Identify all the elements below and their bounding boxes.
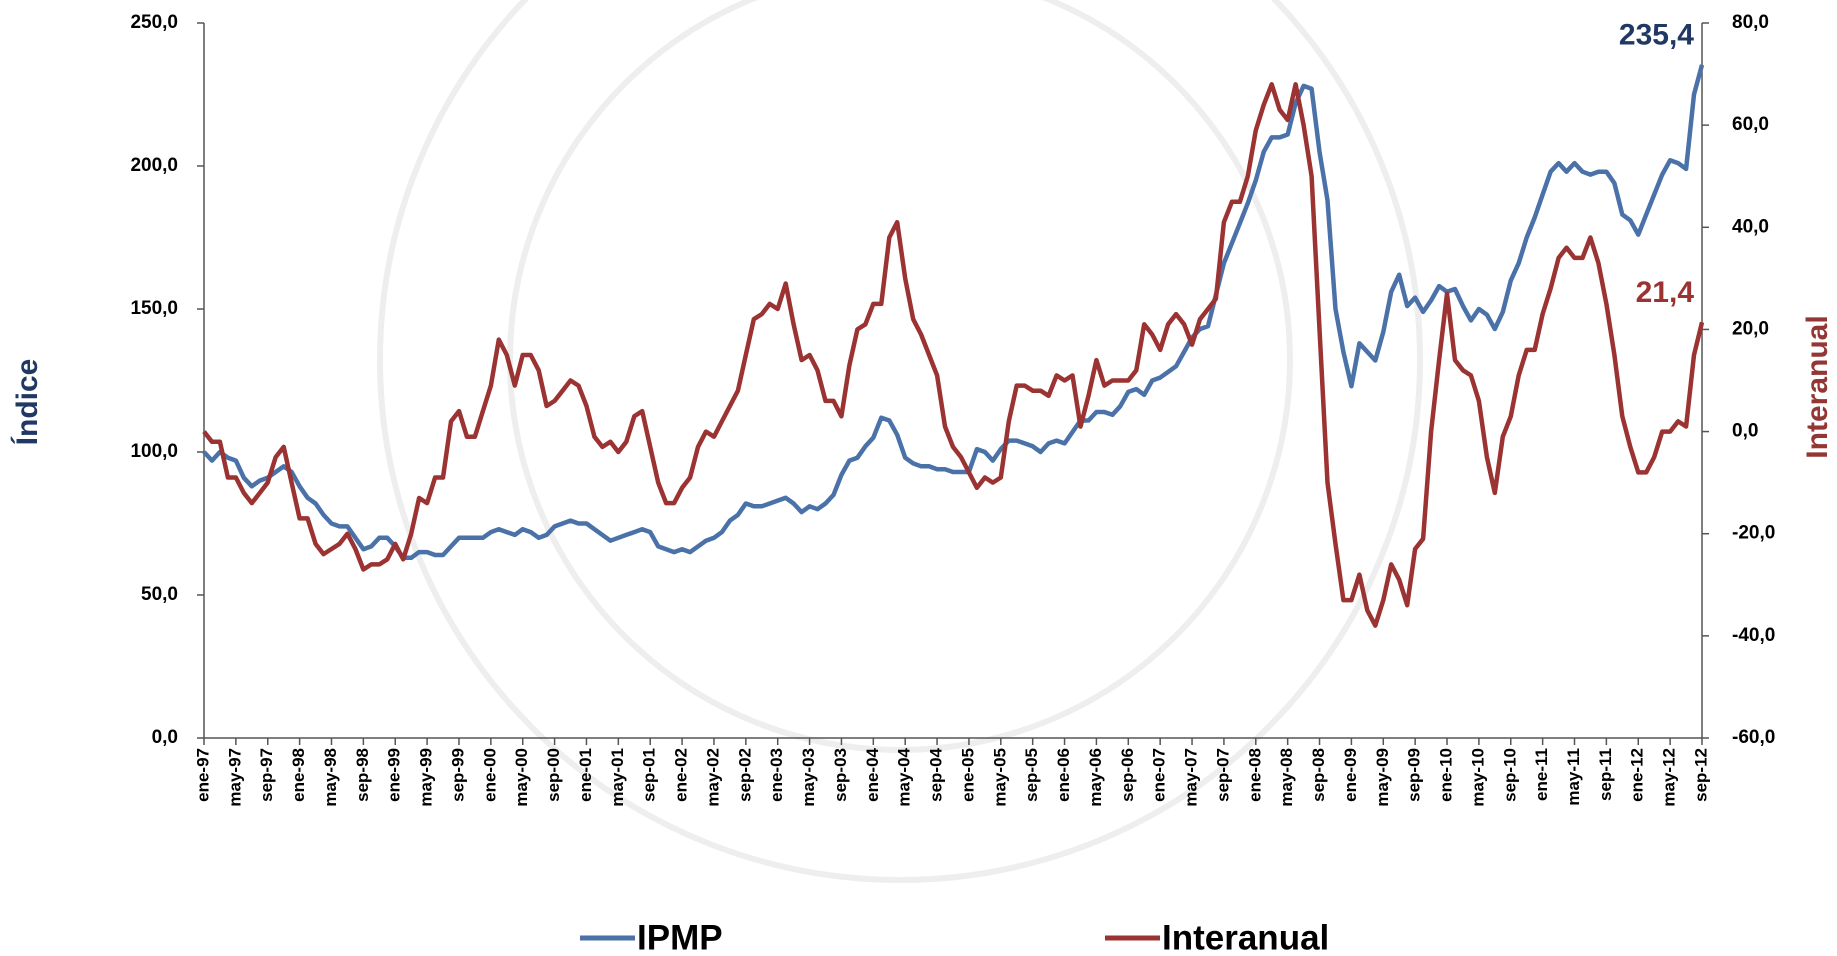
x-tick-label: may-97: [225, 748, 244, 807]
x-tick-label: may-04: [895, 747, 914, 806]
y2-tick-label: -40,0: [1732, 625, 1775, 646]
x-tick-label: ene-00: [480, 748, 499, 802]
x-tick-label: may-08: [1277, 748, 1296, 807]
x-tick-label: may-01: [608, 748, 627, 807]
x-tick-label: may-06: [1086, 748, 1105, 807]
x-tick-label: ene-06: [1054, 748, 1073, 802]
y-tick-label: 100,0: [130, 441, 178, 462]
x-tick-label: ene-11: [1532, 748, 1551, 801]
x-tick-label: sep-06: [1118, 748, 1137, 802]
x-tick-label: ene-08: [1245, 748, 1264, 802]
x-tick-label: may-11: [1564, 748, 1583, 806]
y-tick-label: 250,0: [130, 12, 178, 33]
x-tick-label: sep-07: [1213, 748, 1232, 802]
legend-label: Interanual: [1162, 918, 1329, 956]
x-tick-label: ene-12: [1628, 748, 1647, 802]
x-tick-label: may-98: [321, 748, 340, 807]
x-tick-label: ene-98: [289, 748, 308, 802]
x-tick-label: may-12: [1660, 748, 1679, 807]
y2-tick-label: -20,0: [1732, 523, 1775, 544]
x-tick-label: sep-11: [1596, 748, 1615, 801]
data-label: 235,4: [1619, 19, 1694, 52]
x-tick-label: sep-97: [257, 748, 276, 802]
y2-tick-label: 40,0: [1732, 216, 1769, 237]
y-axis-title: Índice: [10, 359, 44, 446]
y2-tick-label: 60,0: [1732, 114, 1769, 135]
y-tick-label: 50,0: [141, 584, 178, 605]
x-tick-label: may-05: [990, 748, 1009, 807]
x-tick-label: sep-08: [1309, 748, 1328, 802]
x-tick-label: sep-01: [640, 748, 659, 802]
x-tick-label: ene-04: [863, 747, 882, 801]
x-tick-label: sep-00: [544, 748, 563, 802]
x-tick-label: may-03: [799, 748, 818, 807]
series-line: [202, 64, 1705, 561]
x-tick-label: ene-09: [1341, 748, 1360, 802]
y-tick-label: 200,0: [130, 155, 178, 176]
x-tick-label: ene-99: [385, 748, 404, 802]
x-tick-label: ene-02: [672, 748, 691, 802]
x-tick-label: sep-98: [353, 748, 372, 802]
x-tick-label: sep-02: [735, 748, 754, 802]
y2-tick-label: 0,0: [1732, 421, 1758, 442]
x-tick-label: may-07: [1182, 748, 1201, 807]
x-tick-label: ene-05: [958, 748, 977, 802]
x-tick-label: sep-04: [927, 747, 946, 801]
x-tick-label: sep-09: [1405, 748, 1424, 802]
x-tick-label: sep-99: [448, 748, 467, 802]
watermark-ring: [377, 0, 1423, 883]
y2-tick-label: 20,0: [1732, 318, 1769, 339]
y-tick-label: 0,0: [152, 727, 178, 748]
x-tick-label: sep-05: [1022, 748, 1041, 802]
x-tick-label: ene-10: [1437, 748, 1456, 802]
x-tick-label: may-02: [703, 748, 722, 807]
x-tick-label: ene-07: [1150, 748, 1169, 802]
y-tick-label: 150,0: [130, 298, 178, 319]
data-label: 21,4: [1636, 276, 1695, 309]
x-tick-label: may-00: [512, 748, 531, 807]
x-tick-label: ene-01: [576, 748, 595, 802]
watermark-ring: [507, 0, 1293, 753]
x-tick-label: ene-97: [193, 748, 212, 802]
legend-label: IPMP: [637, 918, 723, 956]
x-tick-label: ene-03: [767, 748, 786, 802]
x-tick-label: sep-10: [1500, 748, 1519, 802]
x-tick-label: may-09: [1373, 748, 1392, 807]
y2-tick-label: 80,0: [1732, 12, 1769, 33]
x-tick-label: sep-03: [831, 748, 850, 802]
x-tick-label: may-99: [417, 748, 436, 807]
x-tick-label: sep-12: [1691, 748, 1710, 802]
y2-axis-title: Interanual: [1801, 315, 1834, 458]
y2-tick-label: -60,0: [1732, 727, 1775, 748]
x-tick-label: may-10: [1468, 748, 1487, 807]
series-line: [202, 82, 1705, 628]
